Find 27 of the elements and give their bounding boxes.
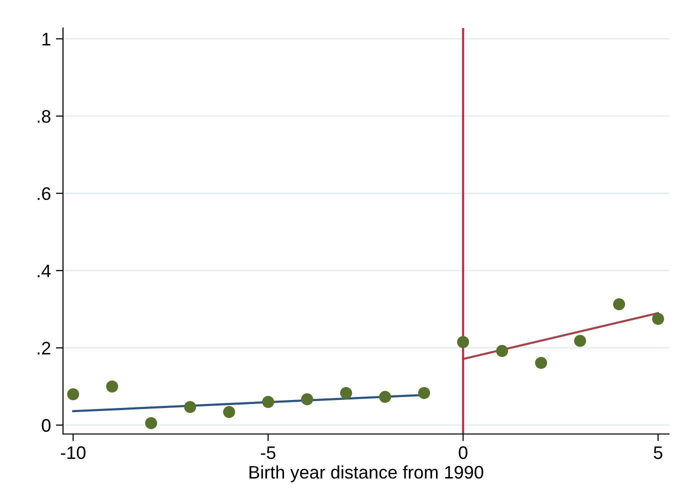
point — [418, 387, 430, 400]
y-tick-label: .8 — [38, 110, 50, 123]
y-tick-label: .6 — [38, 187, 50, 200]
x-tick-label: 0 — [458, 446, 468, 460]
x-tick-label: -5 — [260, 446, 276, 460]
point — [613, 298, 626, 310]
point — [184, 400, 196, 413]
y-tick-label: .4 — [38, 264, 51, 278]
point — [535, 356, 548, 369]
point — [379, 390, 392, 403]
point — [340, 387, 352, 400]
x-tick-label: 5 — [654, 446, 662, 460]
point — [574, 334, 586, 347]
point — [301, 393, 314, 406]
point — [67, 388, 80, 400]
y-tick-label: .2 — [38, 342, 50, 354]
point — [457, 336, 470, 348]
x-tick-label: -10 — [60, 446, 86, 460]
point — [106, 380, 118, 392]
x-axis-title: Birth year distance from 1990 — [250, 465, 484, 482]
point — [223, 406, 236, 418]
point — [496, 344, 508, 357]
point — [262, 396, 274, 408]
y-tick-label: 0 — [42, 419, 50, 432]
point — [652, 312, 664, 325]
point — [145, 417, 158, 430]
y-tick-label: 1 — [42, 32, 50, 46]
